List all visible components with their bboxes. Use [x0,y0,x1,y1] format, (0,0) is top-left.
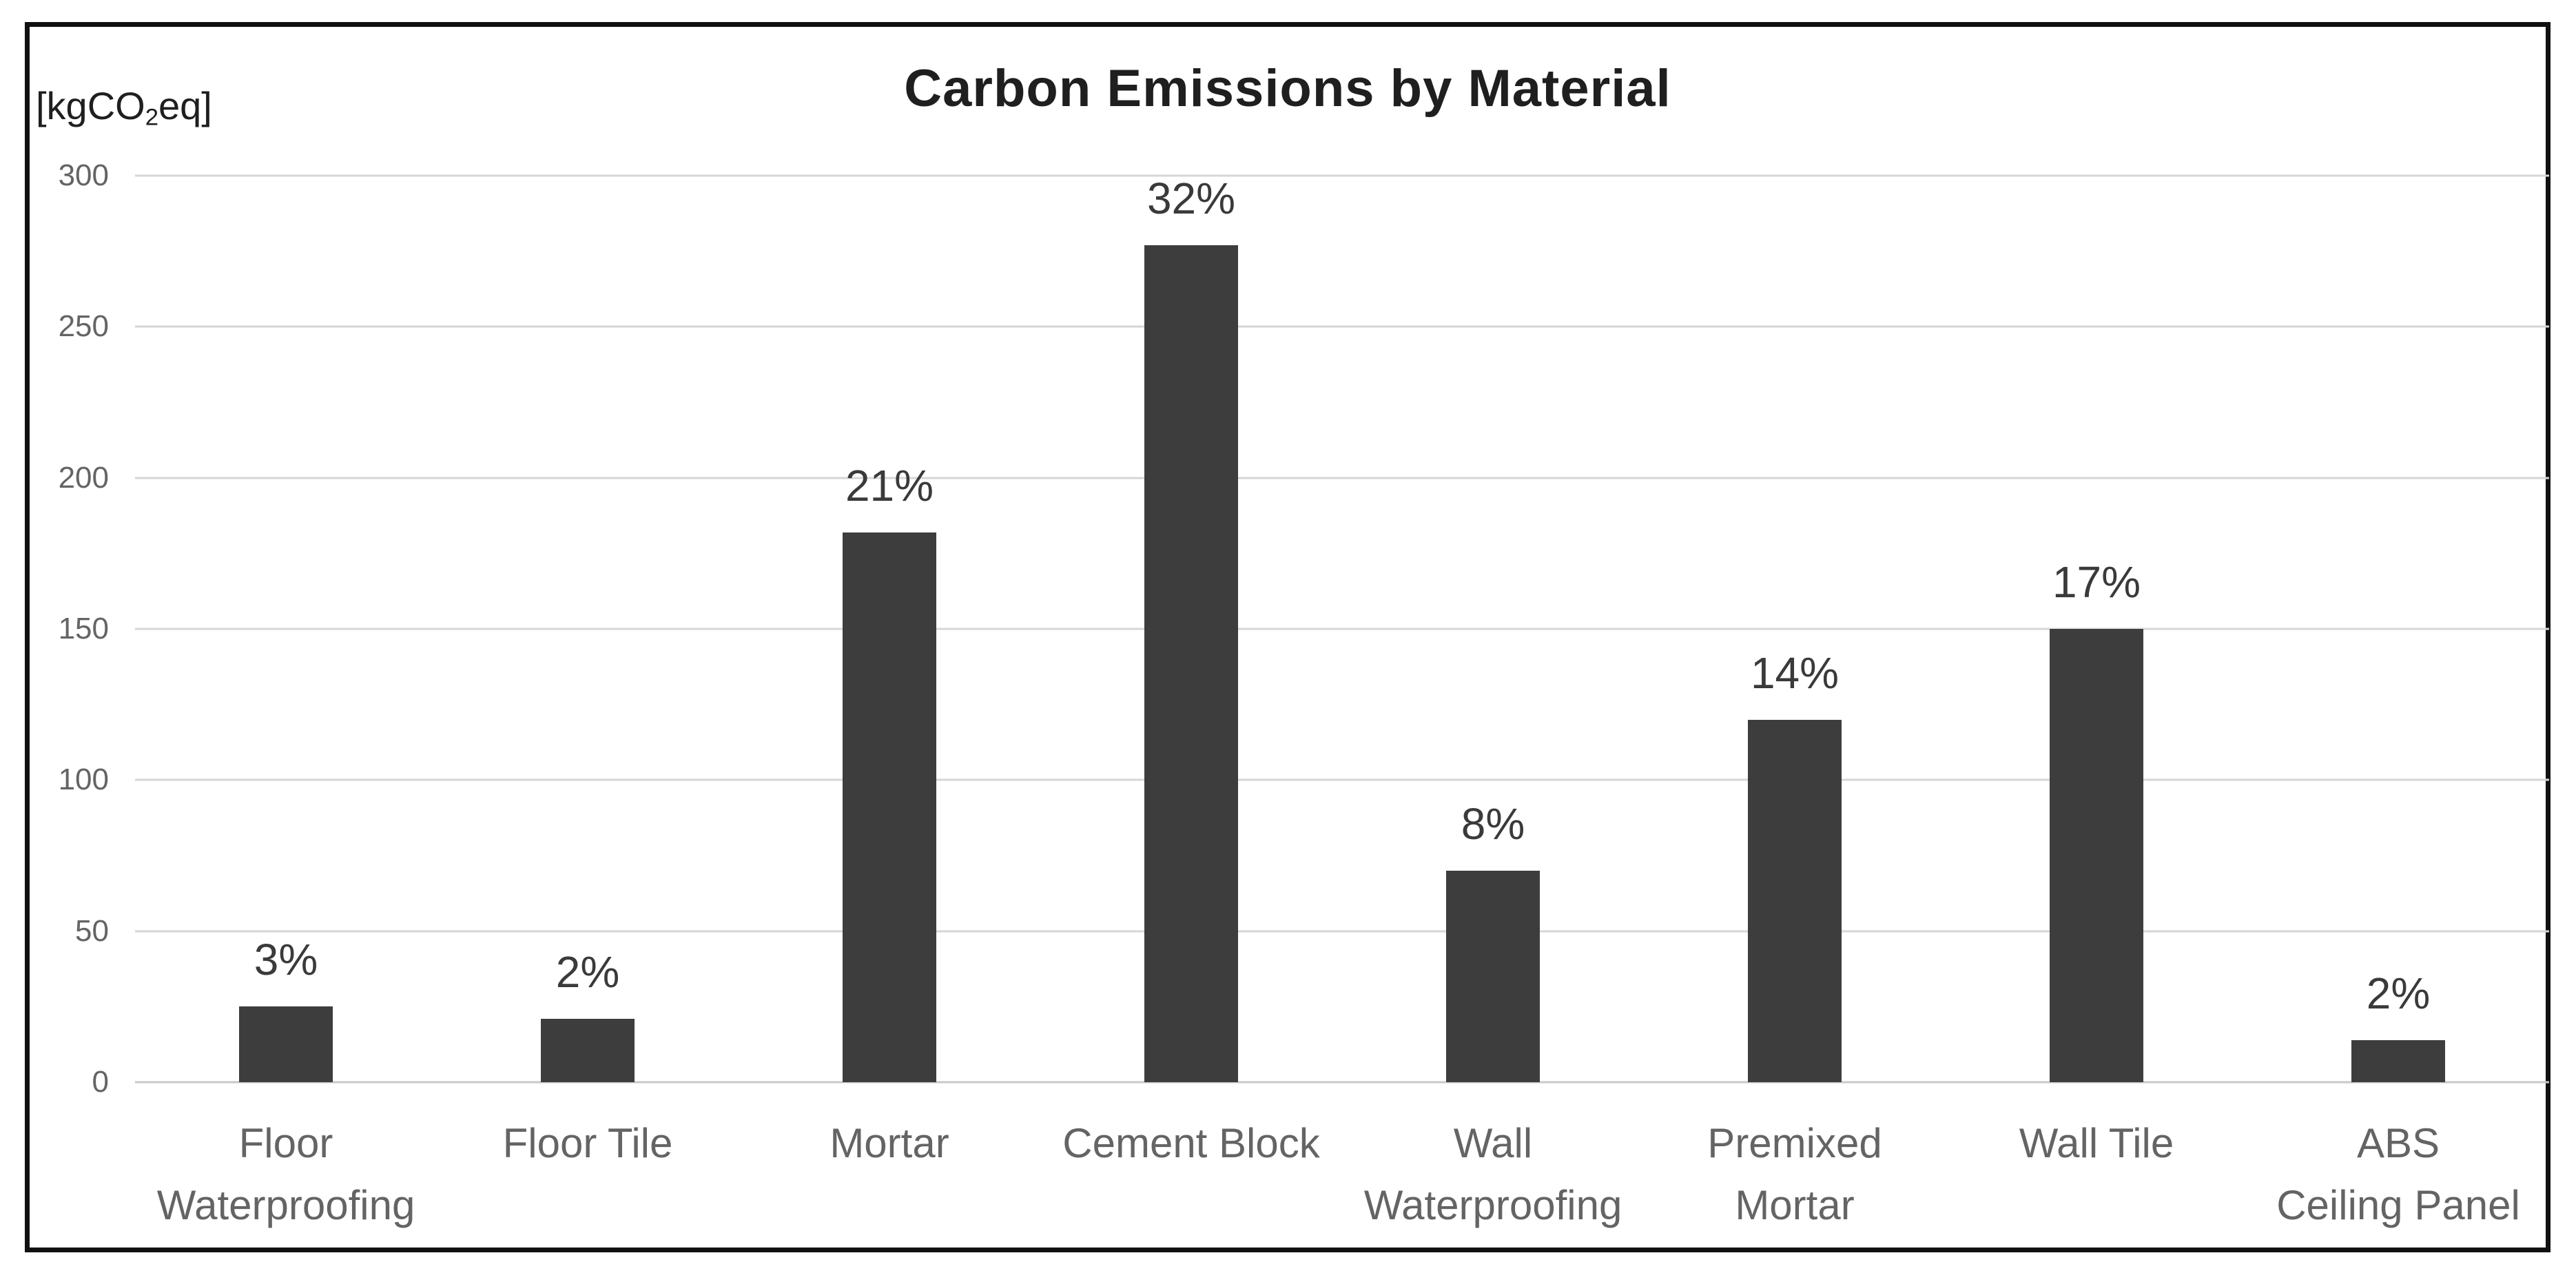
gridline [135,628,2549,630]
chart-frame: Carbon Emissions by Material [kgCO2eq] 3… [25,22,2551,1252]
bar-data-label: 21% [845,460,934,510]
x-axis-category-label: Floor Waterproofing [156,1120,415,1228]
unit-prefix: [kgCO [36,84,145,127]
bar [239,1006,333,1082]
x-axis-category-label: Wall Tile [2019,1120,2174,1166]
y-axis-unit-label: [kgCO2eq] [36,83,212,132]
y-axis-tick-label: 300 [58,158,109,192]
bar-data-label: 32% [1146,173,1236,223]
y-axis-tick-label: 250 [58,309,109,344]
x-axis-category-label: ABS Ceiling Panel [2276,1120,2520,1228]
x-axis-baseline [135,1081,2549,1084]
x-axis-category-label: Wall Waterproofing [1363,1120,1622,1228]
chart-title: Carbon Emissions by Material [904,59,1671,118]
gridline [135,477,2549,479]
bar-slot: 21% Mortar [739,176,1040,1166]
x-axis-category-label: Premixed Mortar [1707,1120,1882,1228]
bar-data-label: 2% [555,946,620,997]
bar-slot: 17% Wall Tile [1946,176,2247,1166]
bar-slot: 8% Wall Waterproofing [1342,176,1644,1228]
bar [541,1018,635,1082]
gridline [135,174,2549,177]
gridline [135,930,2549,933]
x-axis-category-label: Mortar [830,1120,949,1166]
bar-slot: 2% ABS Ceiling Panel [2247,176,2549,1228]
bar-data-label: 17% [2052,557,2141,607]
unit-suffix: eq] [158,84,212,127]
bar-slot: 3% Floor Waterproofing [135,176,437,1228]
bar-data-label: 8% [1461,798,1525,849]
y-axis-tick-label: 100 [58,763,109,797]
x-axis-category-label: Cement Block [1062,1120,1320,1166]
bar [2050,629,2143,1082]
bar [843,532,936,1082]
bar-data-label: 2% [2366,968,2431,1018]
bar-slot: 2% Floor Tile [437,176,739,1166]
x-axis-category-label: Floor Tile [502,1120,673,1166]
bar [1144,245,1238,1082]
bar [1748,719,1842,1082]
plot-area: 300 250 200 150 100 50 0 3% Floor Waterproofing 2… [59,161,2549,1228]
y-axis-tick-label: 50 [75,913,109,948]
gridline [135,778,2549,781]
gridline [135,325,2549,328]
bar [1446,870,1540,1082]
bar [2351,1039,2445,1082]
y-axis-tick-label: 150 [58,612,109,645]
bar-data-label: 3% [254,935,318,985]
y-axis-tick-label: 200 [58,460,109,495]
bar-slot: 32% Cement Block [1040,173,1342,1166]
y-axis-tick-label: 0 [92,1065,109,1099]
bar-slot: 14% Premixed Mortar [1644,176,1946,1228]
unit-subscript: 2 [145,104,159,131]
bar-data-label: 14% [1750,648,1840,698]
